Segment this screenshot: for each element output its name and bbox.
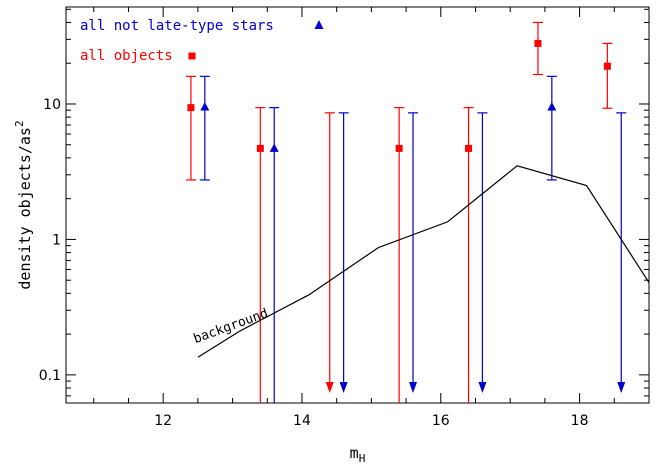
x-axis-label: mH [350, 444, 366, 465]
data-point-square [465, 144, 473, 152]
background-line [197, 165, 650, 358]
data-point-square [603, 62, 611, 70]
legend-label-not-late: all not late-type stars [80, 18, 274, 34]
legend-marker-square [188, 52, 196, 60]
data-point-triangle [269, 143, 279, 152]
upper-limit-arrow [478, 382, 487, 393]
data-point-square [395, 144, 403, 152]
x-tick-label: 16 [432, 413, 450, 429]
axis-tick-labels: 12 14 16 18 0.1 1 10 [39, 97, 589, 429]
axis-ticks [66, 7, 650, 403]
y-tick-label: 0.1 [39, 368, 61, 384]
y-axis-label: density objects/as2 [13, 120, 34, 289]
legend-label-all-objects: all objects [80, 48, 173, 64]
x-tick-label: 14 [293, 413, 311, 429]
y-tick-label: 10 [43, 97, 61, 113]
plot-frame [65, 6, 650, 404]
upper-limit-arrow [325, 382, 334, 393]
data-point-square [256, 144, 264, 152]
upper-limit-arrow [339, 382, 348, 393]
x-tick-label: 12 [154, 413, 172, 429]
data-point-square [187, 104, 195, 112]
data-point-triangle [547, 101, 557, 111]
y-tick-label: 1 [52, 232, 61, 248]
background-annotation: background [192, 306, 271, 347]
data-point-triangle [200, 101, 210, 111]
legend-marker-triangle [314, 20, 324, 29]
series-layer [185, 21, 650, 403]
upper-limit-arrow [617, 382, 626, 393]
data-point-square [534, 39, 542, 47]
upper-limit-arrow [409, 382, 418, 393]
x-tick-label: 18 [571, 413, 589, 429]
legend: all not late-type stars all objects [80, 18, 324, 64]
